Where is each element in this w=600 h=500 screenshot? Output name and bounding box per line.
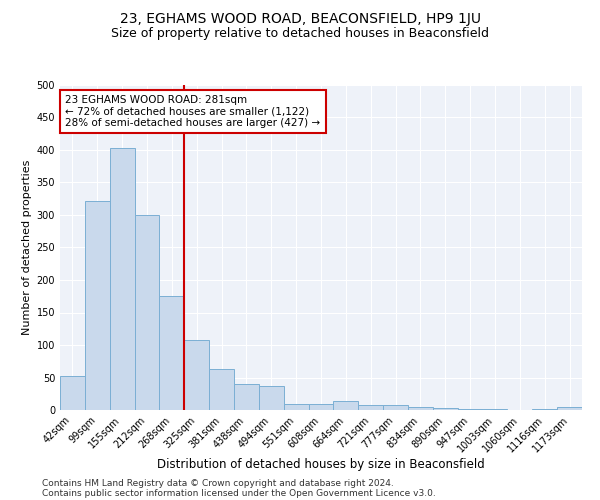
Bar (134, 215, 160, 410)
Bar (284, 404, 308, 410)
Text: Size of property relative to detached houses in Beaconsfield: Size of property relative to detached ho… (111, 28, 489, 40)
Bar (110, 148, 134, 410)
Y-axis label: Number of detached properties: Number of detached properties (22, 160, 32, 335)
Bar (259, 386, 284, 410)
Bar (234, 384, 259, 410)
Bar (85, 200, 110, 410)
Text: 23, EGHAMS WOOD ROAD, BEACONSFIELD, HP9 1JU: 23, EGHAMS WOOD ROAD, BEACONSFIELD, HP9 … (119, 12, 481, 26)
Text: 23 EGHAMS WOOD ROAD: 281sqm
← 72% of detached houses are smaller (1,122)
28% of : 23 EGHAMS WOOD ROAD: 281sqm ← 72% of det… (65, 94, 320, 128)
Bar (383, 406, 408, 410)
Bar (308, 404, 334, 410)
Text: Contains HM Land Registry data © Crown copyright and database right 2024.: Contains HM Land Registry data © Crown c… (42, 478, 394, 488)
Bar (184, 340, 209, 410)
Bar (60, 376, 85, 410)
Bar (433, 408, 458, 410)
Text: Contains public sector information licensed under the Open Government Licence v3: Contains public sector information licen… (42, 488, 436, 498)
Bar (408, 407, 433, 410)
Bar (557, 407, 582, 410)
Bar (160, 296, 184, 410)
Bar (358, 405, 383, 410)
X-axis label: Distribution of detached houses by size in Beaconsfield: Distribution of detached houses by size … (157, 458, 485, 471)
Bar (209, 369, 234, 410)
Bar (334, 401, 358, 410)
